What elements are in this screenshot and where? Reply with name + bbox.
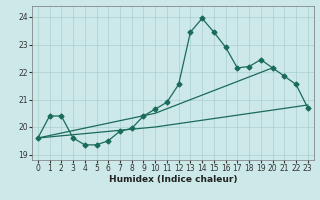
X-axis label: Humidex (Indice chaleur): Humidex (Indice chaleur) (108, 175, 237, 184)
